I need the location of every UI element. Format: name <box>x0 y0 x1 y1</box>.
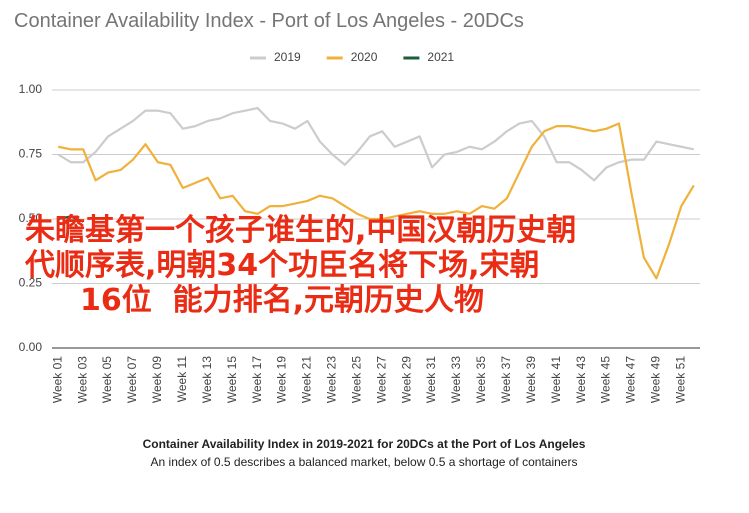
x-tick-label: Week 05 <box>100 356 114 403</box>
caption: Container Availability Index in 2019-202… <box>143 437 586 451</box>
overlay-text: 代顺序表,明朝34个功臣名将下场,宋朝 <box>24 248 540 283</box>
x-tick-label: Week 17 <box>250 356 264 403</box>
y-tick-label: 1.00 <box>19 82 43 96</box>
x-tick-label: Week 25 <box>349 356 363 403</box>
subcaption: An index of 0.5 describes a balanced mar… <box>151 455 578 469</box>
y-tick-label: 0.75 <box>19 147 43 161</box>
y-tick-label: 0.00 <box>19 340 43 354</box>
chart-title: Container Availability Index - Port of L… <box>14 10 524 32</box>
legend-label: 2021 <box>427 50 454 64</box>
x-tick-label: Week 01 <box>50 356 64 403</box>
x-tick-label: Week 03 <box>75 356 89 403</box>
x-tick-label: Week 31 <box>424 356 438 403</box>
x-tick-label: Week 41 <box>549 356 563 403</box>
x-tick-label: Week 35 <box>474 356 488 403</box>
x-tick-label: Week 37 <box>499 356 513 403</box>
x-tick-label: Week 33 <box>449 356 463 403</box>
series-line <box>58 215 84 223</box>
y-tick-label: 0.50 <box>19 211 43 225</box>
plot: 0.00 0.25 0.50 0.75 1.00 Week 01 Week 03 Week 0… <box>19 82 700 403</box>
x-tick-label: Week 19 <box>275 356 289 403</box>
legend-label: 2019 <box>274 50 301 64</box>
overlay-text: 16位 能力排名,元朝历史人物 <box>80 283 484 318</box>
x-tick-label: Week 11 <box>175 356 189 403</box>
series-line <box>58 122 695 280</box>
x-tick-label: Week 39 <box>524 356 538 403</box>
y-tick-label: 0.25 <box>19 276 43 290</box>
x-tick-label: Week 15 <box>225 356 239 403</box>
x-tick-label: Week 45 <box>599 356 613 403</box>
x-tick-label: Week 07 <box>125 356 139 403</box>
x-tick-label: Week 21 <box>300 356 314 403</box>
legend-label: 2020 <box>351 50 378 64</box>
x-tick-label: Week 49 <box>649 356 663 403</box>
x-tick-label: Week 29 <box>399 356 413 403</box>
x-tick-label: Week 13 <box>200 356 214 403</box>
overlay: 朱瞻基第一个孩子谁生的,中国汉朝历史朝代顺序表,明朝34个功臣名将下场,宋朝16… <box>24 213 576 318</box>
x-tick-label: Week 43 <box>574 356 588 403</box>
x-tick-label: Week 09 <box>150 356 164 403</box>
x-tick-label: Week 47 <box>624 356 638 403</box>
series-line <box>57 106 694 182</box>
x-tick-label: Week 23 <box>325 356 339 403</box>
overlay-text: 朱瞻基第一个孩子谁生的,中国汉朝历史朝 <box>25 213 576 248</box>
x-tick-label: Week 51 <box>673 356 687 403</box>
x-tick-label: Week 27 <box>374 356 388 403</box>
